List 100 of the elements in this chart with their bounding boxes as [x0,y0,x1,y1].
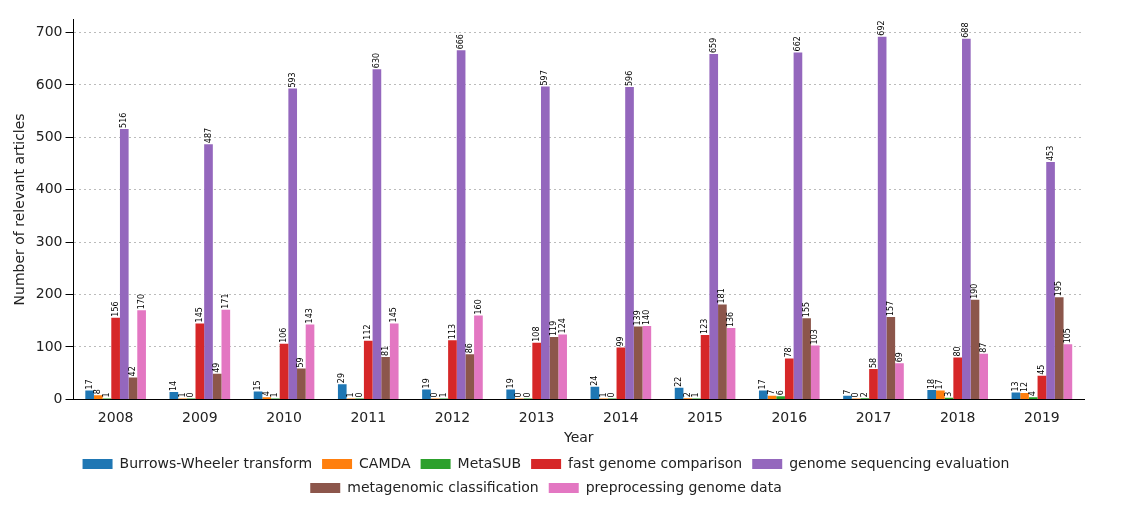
data-label: 171 [220,293,230,309]
data-label: 0 [186,392,196,398]
data-label: 143 [305,308,315,324]
bar [616,347,626,399]
data-label: 516 [119,112,129,128]
data-label: 17 [758,379,768,390]
data-label: 113 [447,323,457,340]
bar [726,328,736,399]
y-axis-title: Number of relevant articles [11,113,28,306]
y-tick-label: 100 [35,337,63,354]
data-label: 181 [717,288,727,304]
y-tick-label: 500 [35,127,63,144]
data-label: 0 [514,392,524,398]
data-label: 1 [598,392,608,398]
data-label: 112 [363,324,373,340]
data-label: 12 [1019,381,1029,393]
bar [953,357,963,399]
data-label: 3 [944,391,954,397]
data-label: 80 [952,346,962,357]
bar [532,342,541,399]
bar [700,334,710,399]
data-label: 190 [970,283,980,299]
x-tick-label: 2019 [1024,409,1060,426]
data-label: 2 [682,392,692,398]
data-label: 19 [505,378,515,389]
bar [93,395,103,399]
bar [1046,161,1055,399]
data-label: 145 [194,307,204,323]
bar [793,52,803,399]
bar [718,304,727,399]
legend-label: Burrows-Wheeler transform [119,454,313,471]
y-tick-label: 400 [35,180,63,197]
data-label: 0 [430,392,440,398]
data-label: 29 [337,373,347,384]
bar [337,384,347,399]
x-tick-label: 2011 [350,409,387,426]
bar [776,396,785,399]
data-label: 630 [371,52,381,69]
bar [288,88,298,399]
data-label: 597 [540,70,550,86]
legend-label: metagenomic classification [347,478,539,495]
bar [128,377,138,399]
data-label: 139 [633,310,643,326]
data-label: 59 [296,357,306,368]
bar [381,356,390,399]
data-label: 688 [961,22,971,38]
y-tick-label: 700 [35,23,63,40]
bar [456,50,466,399]
x-tick-label: 2015 [687,409,723,426]
data-label: 596 [624,70,634,87]
data-label: 1 [346,392,355,398]
bar [979,353,989,399]
bar [869,369,878,399]
bar [802,318,811,399]
legend-label: MetaSUB [457,454,522,471]
data-label: 106 [279,327,289,343]
x-tick-label: 2012 [434,409,471,426]
bar [642,326,652,399]
data-label: 1 [102,392,112,398]
bar [633,326,643,399]
legend-label: preprocessing genome data [585,478,782,495]
x-tick-label: 2014 [603,409,639,426]
data-label: 105 [1062,328,1072,344]
x-tick-label: 2008 [97,409,134,426]
data-label: 140 [641,309,651,326]
x-tick-label: 2016 [771,409,808,426]
legend-label: fast genome comparison [568,454,743,471]
bar [886,317,896,399]
bar [422,389,431,399]
data-label: 58 [868,357,878,368]
data-label: 24 [589,375,599,386]
data-label: 1 [270,392,280,398]
y-tick-label: 600 [35,75,63,92]
data-label: 170 [136,294,146,310]
data-label: 7 [842,389,852,395]
data-label: 160 [473,299,483,315]
data-label: 593 [287,72,297,88]
bar [758,390,768,399]
legend-label: genome sequencing evaluation [789,454,1010,471]
data-label: 124 [557,318,567,334]
bar [297,368,306,399]
bar [936,390,945,399]
data-label: 86 [464,343,474,354]
data-label: 155 [801,301,811,318]
data-label: 15 [253,380,263,391]
data-label: 108 [531,326,541,342]
data-label: 8 [93,389,103,395]
data-label: 17 [84,379,94,390]
bar [372,69,382,399]
data-label: 99 [615,336,625,347]
data-label: 4 [261,391,271,397]
x-tick-label: 2009 [182,409,218,426]
bar [590,386,600,399]
data-label: 453 [1045,145,1055,161]
x-tick-label: 2010 [266,409,302,426]
data-label: 42 [128,366,138,377]
bar [119,128,129,399]
data-label: 87 [978,342,988,353]
bar [625,87,634,399]
data-label: 0 [851,392,861,398]
